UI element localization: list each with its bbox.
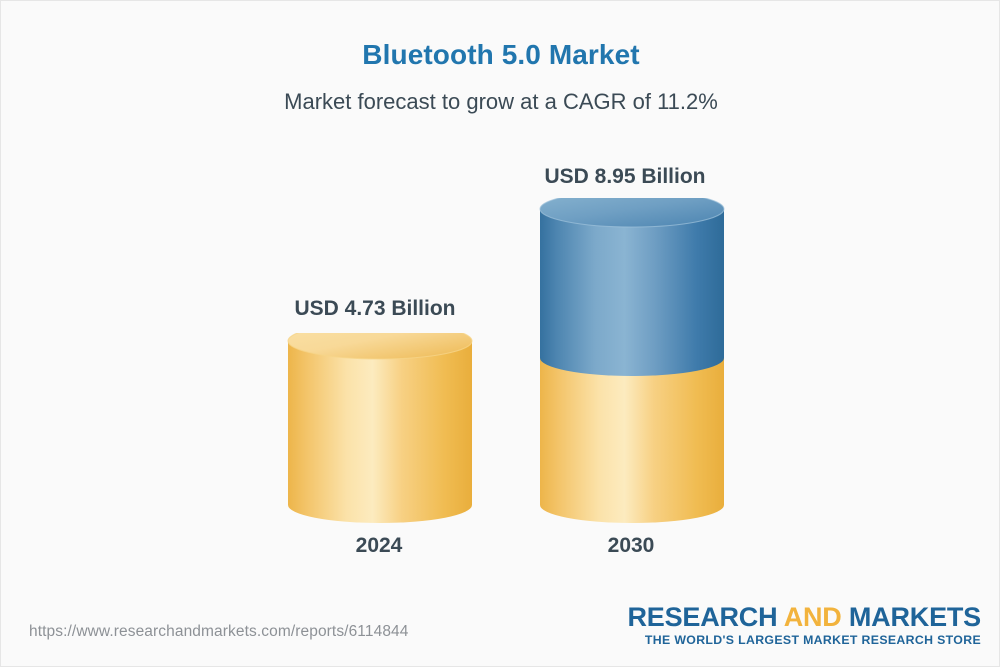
category-label-2024: 2024 bbox=[355, 534, 403, 557]
logo-word-research: RESEARCH bbox=[627, 602, 784, 632]
logo-wordmark: RESEARCH AND MARKETS bbox=[627, 603, 981, 631]
value-label-2030: USD 8.95 Billion bbox=[544, 165, 706, 188]
bar-top-cap-2030 bbox=[540, 198, 724, 227]
category-label-2030: 2030 bbox=[607, 534, 655, 557]
research-and-markets-logo: RESEARCH AND MARKETS THE WORLD'S LARGEST… bbox=[627, 603, 981, 648]
bar-top-rim-2030 bbox=[539, 198, 725, 228]
plot-area: USD 4.73 Billion bbox=[1, 1, 999, 601]
bar-body-2024 bbox=[288, 341, 472, 523]
source-url[interactable]: https://www.researchandmarkets.com/repor… bbox=[29, 623, 409, 640]
chart-subtitle: Market forecast to grow at a CAGR of 11.… bbox=[284, 89, 718, 114]
page-title: Bluetooth 5.0 Market bbox=[362, 39, 640, 70]
logo-word-markets: MARKETS bbox=[848, 602, 981, 632]
bar-segment-yellow-2030 bbox=[540, 358, 724, 523]
bar-cylinder-2024 bbox=[287, 333, 481, 524]
bar-segment-blue-2030 bbox=[540, 209, 724, 376]
bar-cylinder-2030 bbox=[537, 198, 734, 524]
logo-tagline: THE WORLD'S LARGEST MARKET RESEARCH STOR… bbox=[644, 633, 981, 648]
logo-word-and: AND bbox=[783, 602, 849, 632]
value-label-2024: USD 4.73 Billion bbox=[294, 297, 456, 320]
bar-top-rim-2024 bbox=[287, 333, 473, 360]
bar-top-cap-2024 bbox=[288, 333, 472, 359]
